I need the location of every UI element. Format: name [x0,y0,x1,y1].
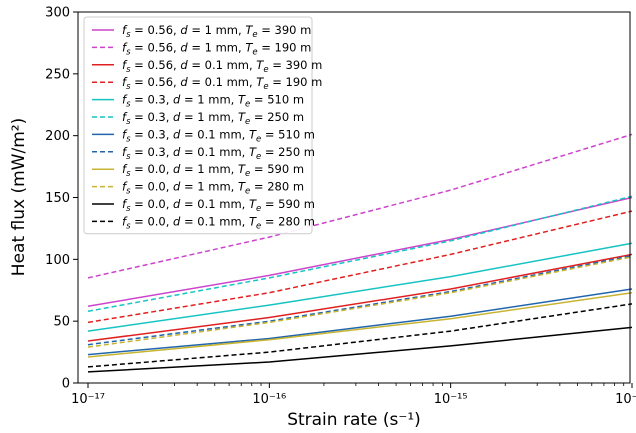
x-tick-label: 10⁻¹⁴ [615,392,636,407]
series-line-4 [87,210,633,324]
legend-label-2: fs = 0.56, d = 1 mm, Te = 190 m [122,40,311,57]
x-axis-title: Strain rate (s⁻¹) [287,410,421,430]
y-tick-label: 150 [45,191,70,206]
x-tick-label: 10⁻¹⁷ [71,392,105,407]
x-tick-label: 10⁻¹⁵ [434,392,468,407]
series-layer [87,133,633,373]
series-line-8 [87,254,633,346]
series-line-9 [87,291,633,358]
legend-box [83,16,313,235]
series-line-11 [87,326,633,373]
legend-label-1: fs = 0.56, d = 1 mm, Te = 390 m [122,23,311,40]
y-tick-label: 0 [62,377,70,392]
series-line-1 [87,196,633,308]
legend-label-5: fs = 0.3, d = 1 mm, Te = 510 m [122,93,304,110]
series-line-7 [87,288,633,356]
y-tick-label: 100 [45,253,70,268]
legend-label-4: fs = 0.56, d = 0.1 mm, Te = 190 m [122,75,322,92]
series-line-10 [87,256,633,348]
series-line-2 [87,133,633,279]
series-line-6 [87,195,633,313]
legend: fs = 0.56, d = 1 mm, Te = 390 mfs = 0.56… [83,16,322,235]
legend-label-10: fs = 0.0, d = 1 mm, Te = 280 m [122,180,304,197]
legend-label-3: fs = 0.56, d = 0.1 mm, Te = 390 m [122,58,322,75]
series-line-5 [87,242,633,332]
legend-label-8: fs = 0.3, d = 0.1 mm, Te = 250 m [122,145,315,162]
y-tick-label: 50 [53,315,70,330]
legend-label-11: fs = 0.0, d = 0.1 mm, Te = 590 m [122,197,315,214]
y-axis-title: Heat flux (mW/m²) [9,118,29,276]
legend-label-6: fs = 0.3, d = 1 mm, Te = 250 m [122,110,304,127]
x-tick-label: 10⁻¹⁶ [252,392,286,407]
y-tick-label: 200 [45,129,70,144]
axes-layer: 0 50 100 150 200 250 300 10⁻¹⁷ 10⁻¹⁶ 10⁻¹⁵ 10⁻¹⁴ [45,6,636,408]
y-tick-label: 250 [45,67,70,82]
legend-label-9: fs = 0.0, d = 1 mm, Te = 590 m [122,162,304,179]
series-line-3 [87,253,633,342]
legend-label-7: fs = 0.3, d = 0.1 mm, Te = 510 m [122,127,315,144]
series-line-12 [87,303,633,368]
legend-label-12: fs = 0.0, d = 0.1 mm, Te = 280 m [122,214,315,231]
y-tick-label: 300 [45,6,70,21]
